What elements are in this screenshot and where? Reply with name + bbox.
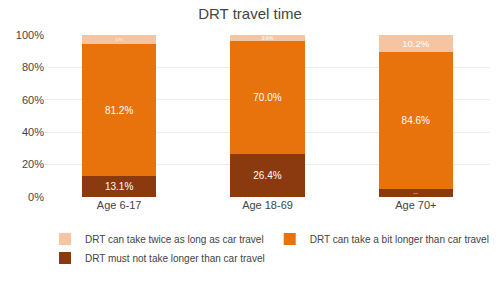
svg-text:0%: 0% [28,191,44,203]
svg-text:DRT must not take longer than: DRT must not take longer than car travel [85,253,265,264]
svg-text:5.1%: 5.1% [413,192,418,194]
svg-text:DRT can take a bit longer than: DRT can take a bit longer than car trave… [310,234,489,245]
svg-text:DRT can take twice as long as: DRT can take twice as long as car travel [85,234,264,245]
svg-text:Age 70+: Age 70+ [395,199,436,211]
svg-text:13.1%: 13.1% [105,181,133,192]
svg-text:20%: 20% [22,158,44,170]
svg-text:Age 6-17: Age 6-17 [97,199,142,211]
svg-text:3.6%: 3.6% [261,35,273,41]
svg-text:5.7%: 5.7% [116,38,123,42]
svg-text:84.6%: 84.6% [402,115,430,126]
svg-text:40%: 40% [22,126,44,138]
svg-text:10.2%: 10.2% [402,38,430,49]
svg-text:Age 18-69: Age 18-69 [242,199,293,211]
svg-text:70.0%: 70.0% [253,92,281,103]
svg-text:81.2%: 81.2% [105,105,133,116]
svg-text:100%: 100% [16,29,44,41]
svg-text:DRT travel time: DRT travel time [198,5,302,22]
svg-text:80%: 80% [22,61,44,73]
svg-text:60%: 60% [22,94,44,106]
svg-text:26.4%: 26.4% [253,170,281,181]
